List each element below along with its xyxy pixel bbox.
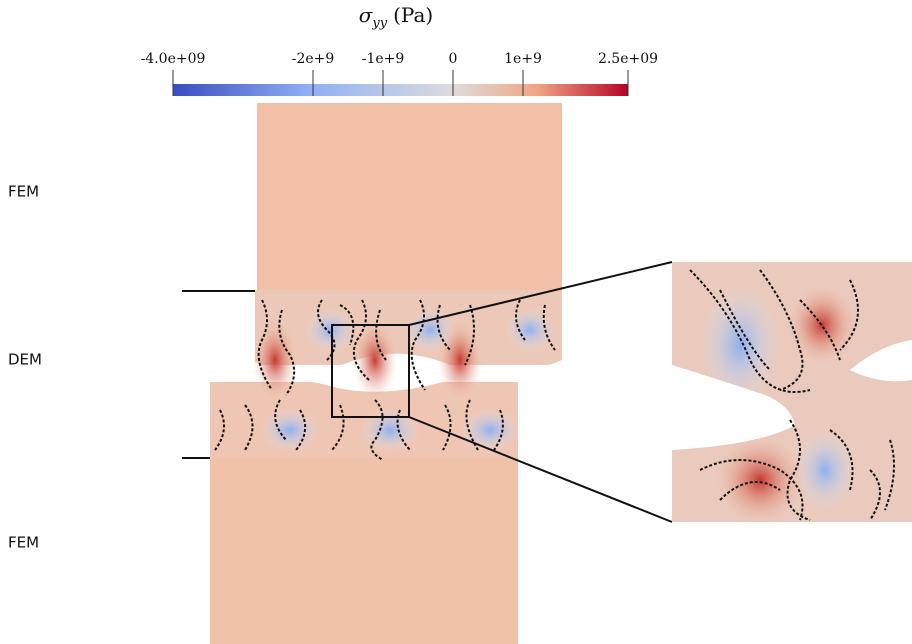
region-label: DEM [8,351,42,369]
figure: σyy(Pa) -4.0e+09 -2e+9 -1e+9 0 1e+9 2.5e+09 [0,0,912,644]
tick-label: -2e+9 [292,51,335,67]
simulation-image [210,103,562,644]
tick-label: 1e+9 [504,51,542,67]
colorbar-title: σyy(Pa) [359,3,433,31]
tick-label: -4.0e+09 [141,51,206,67]
tick-label: 2.5e+09 [598,51,658,67]
tick-label: -1e+9 [362,51,405,67]
tick-label: 0 [449,51,458,67]
region-label: FEM [8,534,39,552]
colorbar [173,84,628,96]
region-label: FEM [8,183,39,201]
zoom-inset [672,262,912,525]
